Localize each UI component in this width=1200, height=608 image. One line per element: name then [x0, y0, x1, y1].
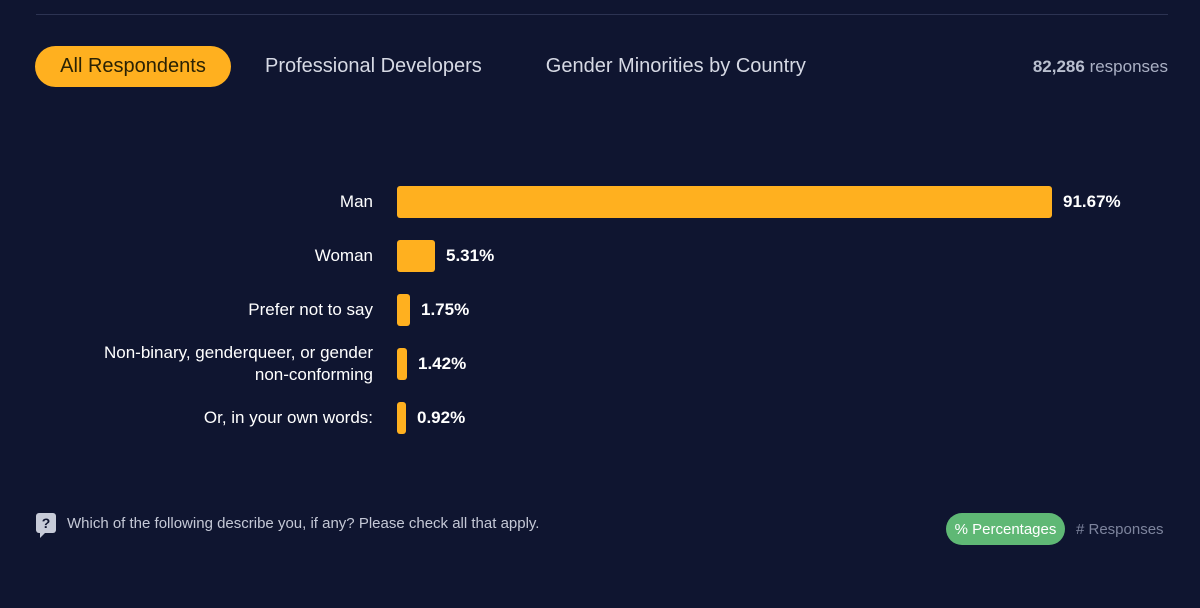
- tab-gender-minorities-by-country[interactable]: Gender Minorities by Country: [545, 55, 806, 77]
- category-label-line: Woman: [314, 246, 373, 265]
- responses-toggle-button[interactable]: # Responses: [1076, 520, 1164, 538]
- response-count-number: 82,286: [1032, 57, 1085, 76]
- bar-value-label: 91.67%: [1063, 192, 1121, 211]
- category-label-line: Non-binary, genderqueer, or gender: [103, 343, 373, 362]
- bar: [397, 186, 1052, 218]
- tab-all-respondents[interactable]: All Respondents: [35, 46, 231, 87]
- category-label-line: non-conforming: [254, 365, 373, 384]
- bar: [397, 348, 407, 380]
- bar-value-label: 1.75%: [421, 300, 470, 319]
- category-label: Woman: [315, 245, 373, 267]
- response-count: 82,286 responses: [1033, 57, 1168, 77]
- category-label: Or, in your own words:: [204, 407, 373, 429]
- category-label-line: Prefer not to say: [248, 300, 373, 319]
- bar-value-label: 0.92%: [417, 408, 466, 427]
- question-text: Which of the following describe you, if …: [67, 514, 540, 532]
- question-icon: ?: [36, 513, 56, 538]
- category-label: Man: [340, 191, 373, 213]
- response-count-suffix: responses: [1089, 57, 1168, 76]
- audience-tabs: All Respondents Professional Developers …: [35, 46, 834, 87]
- question-note: ? Which of the following describe you, i…: [36, 513, 540, 538]
- bar-value-label: 1.42%: [418, 354, 467, 373]
- category-label-line: Or, in your own words:: [203, 408, 373, 427]
- tab-professional-developers[interactable]: Professional Developers: [265, 55, 482, 77]
- category-label: Prefer not to say: [248, 299, 373, 321]
- percentages-toggle-button[interactable]: % Percentages: [946, 513, 1065, 545]
- display-toggle: % Percentages # Responses: [946, 513, 1164, 545]
- bar-value-label: 5.31%: [446, 246, 495, 265]
- top-divider: [36, 14, 1168, 15]
- category-label: Non-binary, genderqueer, or gender non-co…: [104, 342, 373, 386]
- bar: [397, 294, 410, 326]
- category-label-line: Man: [339, 192, 373, 211]
- bar: [397, 240, 435, 272]
- bar: [397, 402, 406, 434]
